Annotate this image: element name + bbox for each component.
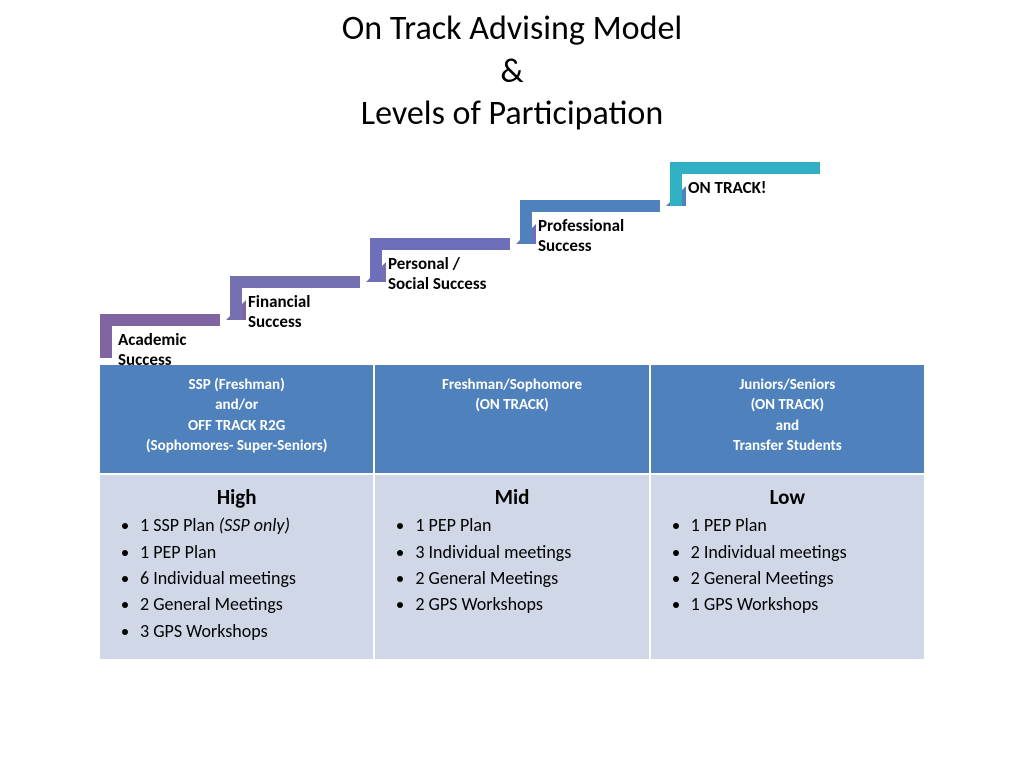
item-list: 1 PEP Plan 2 Individual meetings2 General… — [663, 513, 912, 616]
table-cell: Low1 PEP Plan 2 Individual meetings2 Gene… — [651, 475, 924, 659]
step-label: Academic Success — [118, 330, 208, 369]
title-line-3: Levels of Participation — [0, 93, 1024, 136]
table-cell: High1 SSP Plan (SSP only) 1 PEP Plan6 Ind… — [100, 475, 373, 659]
list-item: 1 GPS Workshops — [691, 592, 912, 616]
table-header: Freshman/Sophomore(ON TRACK) — [375, 365, 648, 473]
level-label: High — [112, 483, 361, 511]
table-header: SSP (Freshman)and/orOFF TRACK R2G(Sophom… — [100, 365, 373, 473]
item-list: 1 SSP Plan (SSP only) 1 PEP Plan6 Individ… — [112, 513, 361, 642]
table-header: Juniors/Seniors(ON TRACK)andTransfer Stu… — [651, 365, 924, 473]
list-item: 2 Individual meetings — [691, 540, 912, 564]
list-item: 1 PEP Plan — [415, 513, 636, 537]
step-corner-horizontal — [520, 200, 660, 212]
list-item: 1 PEP Plan — [140, 540, 361, 564]
list-item: 3 GPS Workshops — [140, 619, 361, 643]
table-cell: Mid1 PEP Plan 3 Individual meetings2 Gene… — [375, 475, 648, 659]
list-item: 1 SSP Plan (SSP only) — [140, 513, 361, 537]
participation-table: SSP (Freshman)and/orOFF TRACK R2G(Sophom… — [100, 365, 924, 659]
title-line-2: & — [0, 51, 1024, 94]
step-corner-horizontal — [230, 276, 360, 288]
list-item: 1 PEP Plan — [691, 513, 912, 537]
item-list: 1 PEP Plan 3 Individual meetings2 General… — [387, 513, 636, 616]
step-corner-horizontal — [670, 162, 820, 174]
step-label: Professional Success — [538, 216, 643, 255]
list-item: 3 Individual meetings — [415, 540, 636, 564]
staircase-diagram: Academic SuccessFinancial SuccessPersona… — [100, 162, 920, 362]
list-item: 2 GPS Workshops — [415, 592, 636, 616]
step-label: Financial Success — [248, 292, 338, 331]
level-label: Low — [663, 483, 912, 511]
slide: On Track Advising Model & Levels of Part… — [0, 0, 1024, 768]
list-item: 2 General Meetings — [140, 592, 361, 616]
step-label: Personal / Social Success — [388, 254, 488, 293]
page-title: On Track Advising Model & Levels of Part… — [0, 0, 1024, 136]
list-item: 6 Individual meetings — [140, 566, 361, 590]
step-label: ON TRACK! — [688, 178, 778, 198]
title-line-1: On Track Advising Model — [0, 8, 1024, 51]
step-corner-horizontal — [370, 238, 510, 250]
step-corner-horizontal — [100, 314, 220, 326]
list-item: 2 General Meetings — [691, 566, 912, 590]
level-label: Mid — [387, 483, 636, 511]
list-item: 2 General Meetings — [415, 566, 636, 590]
